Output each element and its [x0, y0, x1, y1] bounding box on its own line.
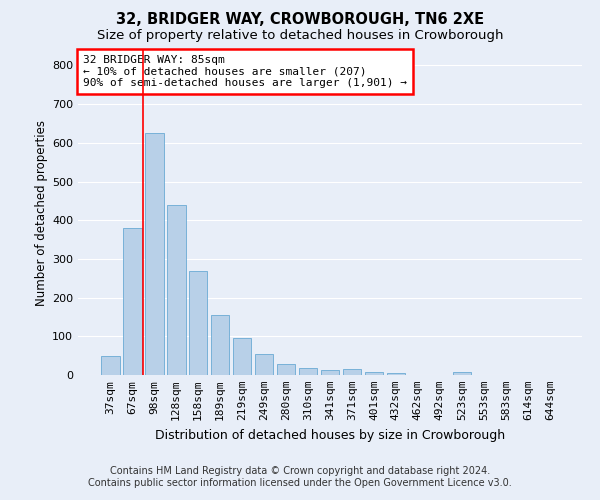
Text: 32, BRIDGER WAY, CROWBOROUGH, TN6 2XE: 32, BRIDGER WAY, CROWBOROUGH, TN6 2XE [116, 12, 484, 28]
Bar [277, 364, 295, 375]
Bar [211, 315, 229, 375]
Bar [365, 372, 383, 375]
Bar [299, 368, 317, 375]
Bar [343, 369, 361, 375]
Bar [189, 272, 208, 375]
X-axis label: Distribution of detached houses by size in Crowborough: Distribution of detached houses by size … [155, 428, 505, 442]
Bar [123, 228, 142, 375]
Bar [167, 205, 185, 375]
Bar [386, 373, 405, 375]
Text: 32 BRIDGER WAY: 85sqm
← 10% of detached houses are smaller (207)
90% of semi-det: 32 BRIDGER WAY: 85sqm ← 10% of detached … [83, 55, 407, 88]
Bar [320, 370, 340, 375]
Bar [101, 356, 119, 375]
Y-axis label: Number of detached properties: Number of detached properties [35, 120, 48, 306]
Bar [452, 372, 471, 375]
Bar [255, 354, 274, 375]
Bar [145, 133, 164, 375]
Text: Contains HM Land Registry data © Crown copyright and database right 2024.
Contai: Contains HM Land Registry data © Crown c… [88, 466, 512, 487]
Text: Size of property relative to detached houses in Crowborough: Size of property relative to detached ho… [97, 29, 503, 42]
Bar [233, 338, 251, 375]
